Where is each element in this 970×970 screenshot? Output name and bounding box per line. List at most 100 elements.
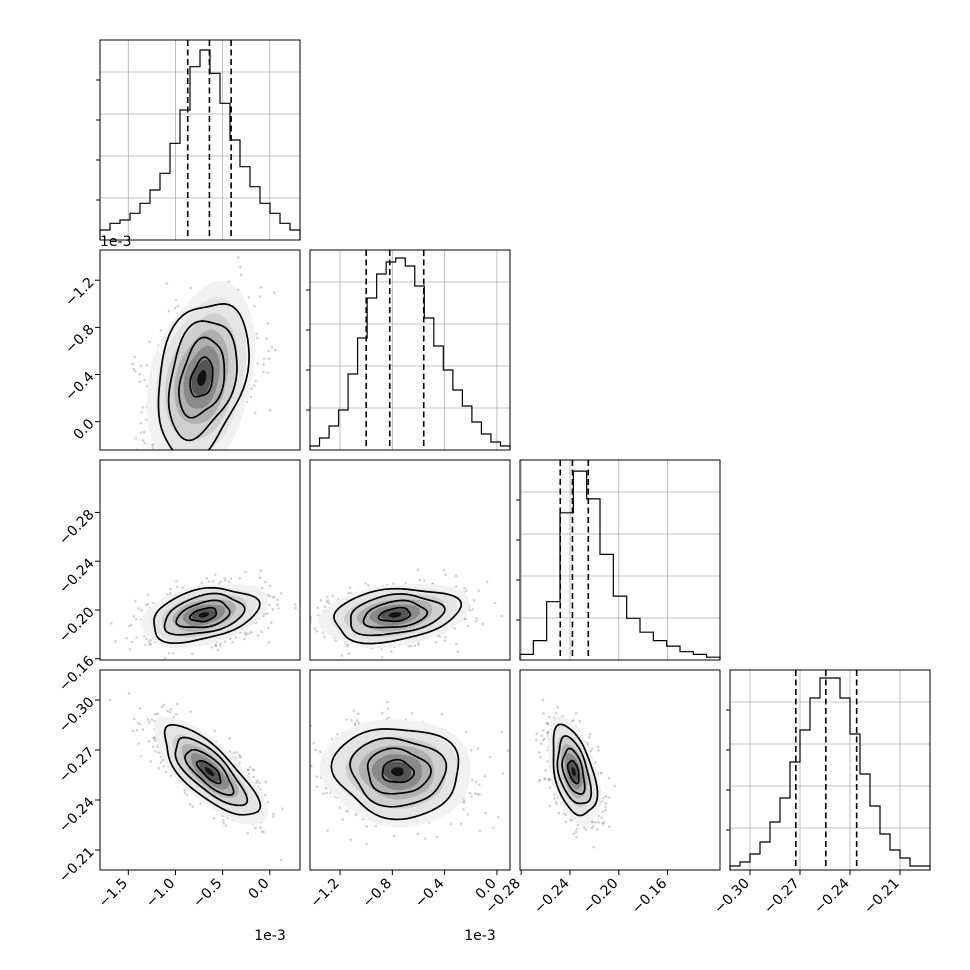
scatter-point <box>248 766 252 769</box>
scatter-point <box>266 371 270 375</box>
scatter-point <box>165 282 169 286</box>
scatter-point <box>128 648 132 651</box>
scatter-point <box>168 454 171 457</box>
scatter-point <box>169 707 173 711</box>
scatter-point <box>271 595 275 599</box>
scatter-point <box>304 643 307 646</box>
scatter-point <box>141 454 144 457</box>
scatter-point <box>323 605 327 608</box>
scatter-point <box>506 749 510 752</box>
scatter-point <box>239 754 242 758</box>
scatter-point <box>515 598 518 601</box>
scatter-point <box>134 370 137 373</box>
scatter-point <box>239 273 243 277</box>
scatter-point <box>463 586 466 590</box>
scatter-point <box>472 599 476 602</box>
scatter-point <box>355 719 359 722</box>
density-level <box>197 370 207 386</box>
scatter-point <box>279 592 283 595</box>
scatter-point <box>357 712 360 716</box>
scatter-point <box>254 826 257 830</box>
scatter-point <box>175 585 179 589</box>
scatter-point <box>169 591 172 595</box>
scatter-point <box>229 577 233 580</box>
scatter-point <box>173 471 176 474</box>
scatter-point <box>135 636 138 639</box>
scatter-point <box>157 751 160 754</box>
histogram-step <box>99 49 301 240</box>
contour-line <box>163 723 262 816</box>
scatter-point <box>364 582 367 585</box>
scatter-point <box>409 644 413 648</box>
scatter-point <box>148 640 151 644</box>
scatter-point <box>218 644 222 647</box>
contour-line <box>184 748 235 796</box>
scatter-point <box>152 745 155 748</box>
contour-line <box>153 586 261 645</box>
scatter-point <box>478 793 481 796</box>
scatter-point <box>297 605 300 608</box>
scatter-point <box>125 637 129 640</box>
contour-line <box>333 587 463 645</box>
contour-line <box>175 599 231 629</box>
scatter-point <box>302 628 305 631</box>
scatter-point <box>500 614 504 618</box>
scatter-panel-r1-c0 <box>99 249 301 480</box>
scatter-point <box>203 461 206 464</box>
scatter-point <box>210 646 214 649</box>
contour-line <box>349 593 446 637</box>
scatter-point <box>500 730 504 734</box>
scatter-point <box>244 570 247 574</box>
scatter-point <box>224 824 228 827</box>
scatter-point <box>286 626 289 629</box>
scatter-point <box>143 441 146 445</box>
scatter-point <box>178 473 181 476</box>
scatter-point <box>145 637 148 641</box>
scatter-point <box>206 477 209 480</box>
scatter-point <box>262 363 265 366</box>
scatter-point <box>189 286 193 290</box>
scatter-point <box>366 584 370 587</box>
scatter-point <box>139 422 142 425</box>
scatter-point <box>157 766 160 770</box>
scatter-point <box>186 793 189 797</box>
scatter-point <box>167 652 171 655</box>
scatter-point <box>216 648 220 652</box>
histogram-step <box>729 677 931 870</box>
scatter-point <box>317 614 320 617</box>
scatter-point <box>213 573 217 577</box>
scatter-point <box>365 842 368 846</box>
scatter-point <box>453 626 457 630</box>
scatter-point <box>114 640 117 643</box>
scatter-point <box>294 606 297 610</box>
scatter-point <box>219 580 222 584</box>
scatter-point <box>144 603 148 607</box>
scatter-point <box>256 336 259 340</box>
scatter-point <box>465 589 468 592</box>
scatter-point <box>416 568 420 571</box>
scatter-point <box>325 600 329 604</box>
scatter-point <box>156 712 159 715</box>
scatter-point <box>260 630 264 634</box>
scatter-point <box>268 584 272 588</box>
scatter-point <box>262 615 265 618</box>
scatter-point <box>173 306 177 310</box>
scatter-point <box>183 788 186 792</box>
scatter-point <box>251 768 255 771</box>
scatter-point <box>256 634 260 637</box>
scatter-point <box>268 595 272 598</box>
contour-line <box>163 592 246 636</box>
scatter-point <box>314 748 317 752</box>
scatter-point <box>264 793 267 797</box>
scatter-point <box>186 455 189 458</box>
scatter-point <box>271 815 275 818</box>
scatter-point <box>323 635 326 639</box>
scatter-point <box>346 644 349 648</box>
scatter-point <box>259 826 262 829</box>
scatter-point <box>464 730 468 734</box>
scatter-panel-r3-c1 <box>309 669 511 871</box>
scatter-point <box>258 576 262 579</box>
scatter-point <box>158 457 161 460</box>
scatter-point <box>152 601 155 605</box>
scatter-point <box>252 775 256 779</box>
